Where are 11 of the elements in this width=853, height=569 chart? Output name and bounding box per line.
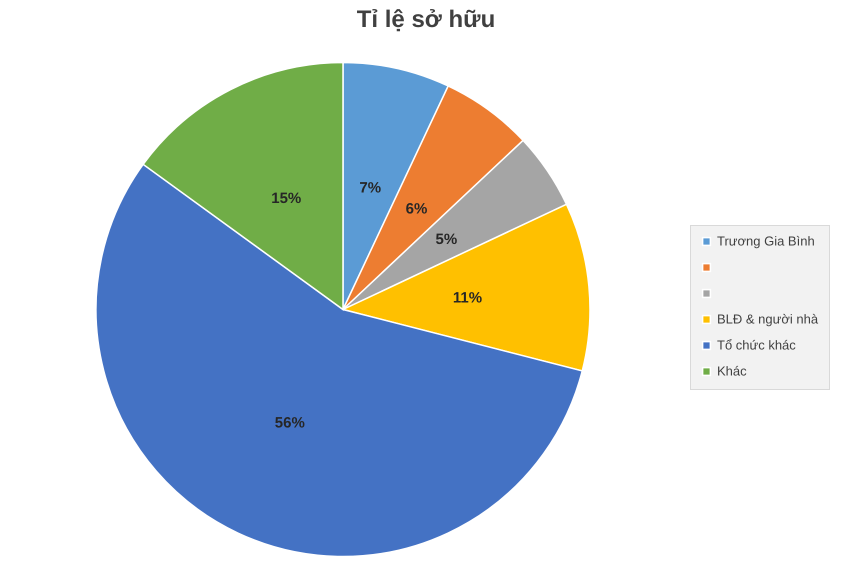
data-label: 11% <box>452 290 482 307</box>
legend-label: Tổ chức khác <box>717 338 796 352</box>
chart-title: Tỉ lệ sở hữu <box>356 6 496 33</box>
data-label: 15% <box>271 190 302 208</box>
data-label: 56% <box>274 414 305 432</box>
data-label: 5% <box>436 231 458 248</box>
legend-label: BLĐ & người nhà <box>717 312 819 326</box>
data-label: 6% <box>406 200 428 218</box>
legend-label: Khác <box>717 364 748 378</box>
legend-label: Trương Gia Bình <box>717 234 815 248</box>
data-label: 7% <box>359 180 382 197</box>
